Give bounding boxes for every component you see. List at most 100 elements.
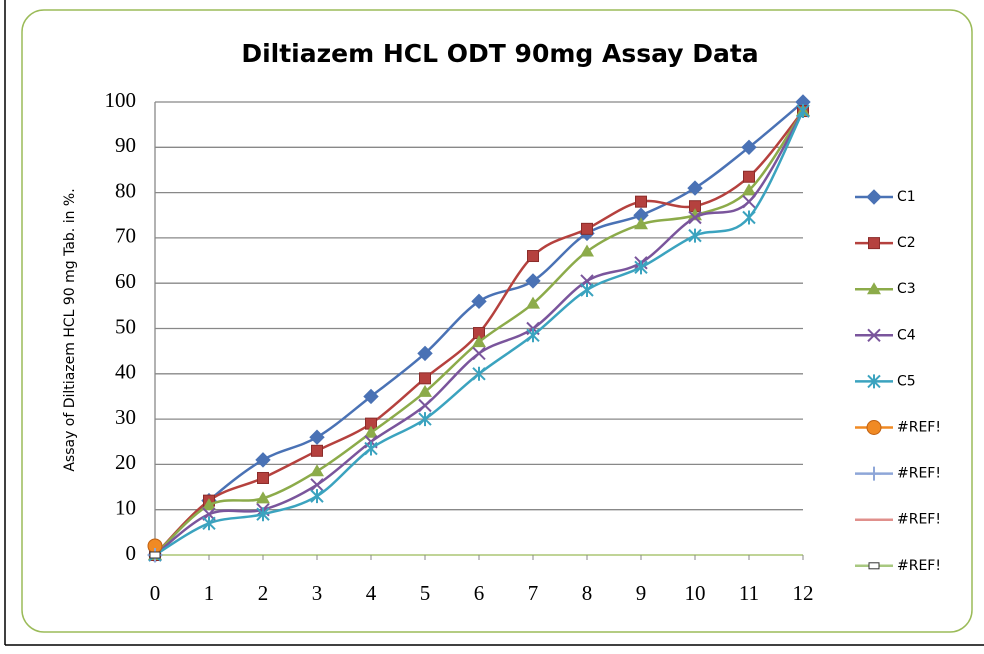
legend-marker [868,562,880,570]
marker-shape [149,551,161,559]
data-point [472,346,486,361]
x-tick-label: 10 [685,581,706,605]
x-tick-label: 4 [366,581,377,605]
y-tick-label: 50 [115,314,136,338]
x-tick-label: 12 [793,581,814,605]
y-tick-label: 80 [115,178,136,202]
marker-shape [472,346,486,361]
marker-shape [309,429,325,445]
legend-marker [867,374,881,389]
marker-shape [255,452,271,468]
y-tick-label: 90 [115,133,136,157]
y-tick-label: 10 [115,496,136,520]
data-point [471,293,487,310]
marker-shape [526,328,540,343]
marker-shape [418,398,432,413]
x-tick-label: 3 [312,581,323,605]
data-point [419,372,431,385]
marker-shape [687,180,703,196]
legend-label: C5 [897,373,916,389]
marker-shape [310,478,324,492]
marker-shape [868,562,880,570]
data-point [581,222,593,235]
marker-shape [688,210,702,225]
data-point [526,328,540,343]
legend-marker [867,328,881,343]
data-point [634,260,648,275]
legend-marker [866,189,882,205]
data-point [418,384,432,397]
legend-label: #REF! [897,466,941,482]
x-tick-label: 1 [204,581,215,605]
marker-shape [635,195,647,208]
marker-shape [867,328,881,343]
marker-shape [472,335,486,348]
legend-label: #REF! [897,512,941,528]
marker-shape [364,425,378,438]
marker-shape [866,189,882,205]
legend-marker [868,237,880,250]
marker-shape [742,194,756,209]
y-tick-label: 60 [115,269,136,293]
data-point [202,498,216,511]
chart-title: Diltiazem HCL ODT 90mg Assay Data [241,39,758,68]
marker-shape [256,507,270,522]
legend-marker [867,466,881,481]
y-tick-label: 30 [115,405,136,429]
y-axis-label: Assay of Diltiazem HCL 90 mg Tab. in %. [62,188,78,471]
y-tick-label: 0 [126,541,137,565]
data-point [149,551,161,559]
marker-shape [202,498,216,511]
x-tick-label: 5 [420,581,431,605]
data-point [688,210,702,225]
legend-label: #REF! [897,420,941,436]
x-tick-label: 0 [150,581,161,605]
data-point [309,429,325,445]
data-point [525,273,541,289]
marker-shape [202,516,216,531]
x-tick-label: 11 [739,581,759,605]
marker-shape [741,139,757,156]
marker-shape [867,282,881,295]
marker-shape [364,441,378,456]
data-point [743,170,755,183]
data-point [472,335,486,348]
marker-shape [310,464,324,477]
marker-shape [580,282,594,297]
legend-label: C2 [897,235,916,251]
data-point [418,412,432,427]
marker-shape [688,208,702,221]
marker-shape [743,170,755,183]
y-tick-label: 70 [115,224,136,248]
legend-marker [867,282,881,295]
data-point [364,425,378,438]
marker-shape [526,296,540,309]
data-point [796,104,810,119]
data-point [363,388,379,405]
marker-shape [867,374,881,389]
data-point [742,210,756,225]
marker-shape [311,444,323,457]
marker-shape [796,104,810,119]
x-tick-label: 9 [636,581,647,605]
data-point [526,296,540,309]
marker-shape [471,293,487,310]
legend-label: C3 [897,281,916,297]
data-point [580,282,594,297]
x-tick-label: 6 [474,581,485,605]
marker-shape [527,250,539,263]
data-point [580,244,594,257]
marker-shape [634,217,648,230]
marker-shape [580,244,594,257]
marker-shape [417,345,433,362]
data-point [256,507,270,522]
marker-shape [581,222,593,235]
data-point [742,183,756,196]
marker-shape [867,466,881,481]
data-point [255,452,271,468]
marker-shape [634,260,648,275]
marker-shape [363,388,379,405]
data-point [257,471,269,484]
y-tick-label: 100 [105,88,137,112]
